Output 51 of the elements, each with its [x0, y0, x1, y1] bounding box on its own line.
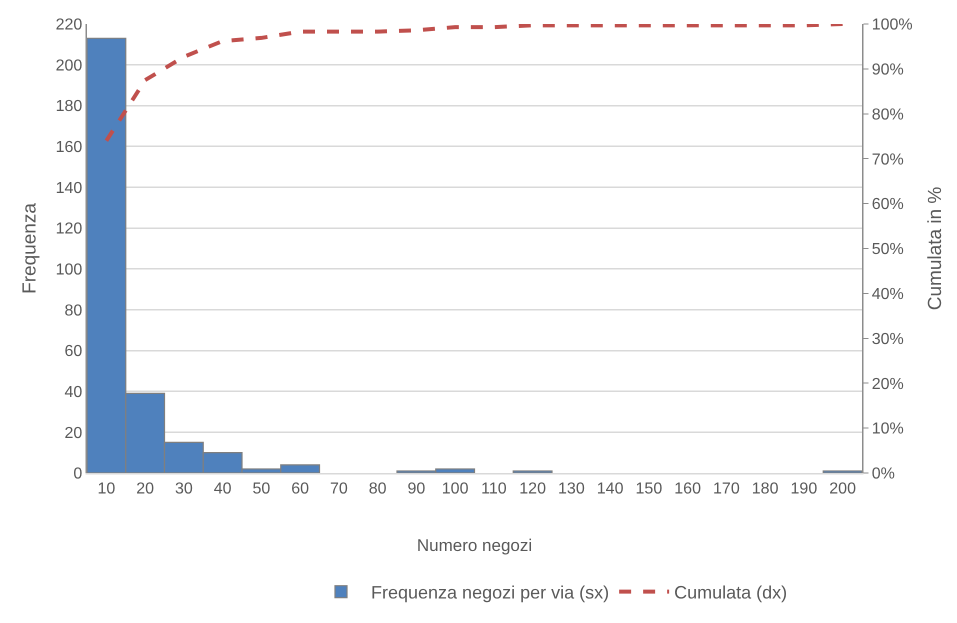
x-tick-label: 110 — [481, 480, 507, 498]
x-tick-label: 60 — [291, 480, 310, 498]
y2-tick-label: 80% — [872, 106, 904, 124]
y2-tick-label: 50% — [872, 241, 904, 258]
y-tick-label: 180 — [56, 98, 82, 116]
y2-tick-label: 90% — [872, 62, 904, 78]
x-tick-label: 20 — [136, 480, 154, 498]
y-tick-label: 20 — [64, 424, 82, 442]
y-tick-label: 100 — [56, 262, 82, 279]
x-tick-label: 100 — [442, 480, 469, 498]
y-tick-label: 80 — [64, 302, 82, 320]
x-tick-label: 30 — [174, 480, 193, 498]
x-tick-label: 200 — [829, 480, 856, 498]
y-tick-label: 220 — [56, 16, 82, 34]
y2-tick-label: 10% — [872, 420, 904, 438]
y-tick-label: 140 — [56, 180, 82, 197]
x-tick-label: 140 — [596, 480, 624, 498]
line-series — [104, 24, 845, 143]
x-tick-label: 160 — [674, 480, 702, 498]
x-tick-label: 70 — [330, 480, 348, 498]
y2-tick-label: 70% — [872, 151, 904, 168]
y2-axis-title: Cumulata in % — [925, 186, 946, 310]
y2-tick-label: 20% — [872, 376, 904, 393]
x-tick-label: 180 — [752, 480, 779, 498]
x-tick-label: 150 — [636, 480, 662, 498]
x-tick-label: 80 — [368, 480, 387, 498]
x-tick-label: 120 — [519, 480, 546, 498]
y-axis-title: Frequenza — [20, 202, 41, 294]
x-tick-label: 10 — [97, 480, 116, 498]
y2-tick-label: 40% — [872, 286, 904, 303]
legend-label: Cumulata (dx) — [674, 582, 788, 603]
y2-tick-label: 60% — [872, 196, 904, 214]
y-tick-label: 0 — [73, 466, 82, 483]
y2-tick-label: 0% — [872, 466, 895, 483]
bar — [512, 470, 553, 473]
y2-tick-label: 30% — [872, 330, 904, 348]
x-tick-label: 130 — [558, 480, 585, 498]
y-tick-label: 200 — [56, 57, 82, 74]
y-tick-label: 160 — [56, 139, 82, 156]
x-tick-label: 40 — [214, 480, 232, 498]
y-tick-label: 40 — [64, 384, 82, 401]
legend-label: Frequenza negozi per via (sx) — [371, 582, 610, 603]
bar — [822, 470, 862, 473]
y-tick-label: 60 — [64, 343, 82, 360]
x-axis-title: Numero negozi — [416, 536, 532, 555]
y-tick-label: 120 — [56, 220, 82, 238]
y2-tick-label: 100% — [872, 16, 913, 34]
x-tick-label: 190 — [790, 480, 818, 498]
x-tick-label: 170 — [713, 480, 740, 498]
x-tick-label: 90 — [407, 480, 426, 498]
x-tick-label: 50 — [252, 480, 270, 498]
